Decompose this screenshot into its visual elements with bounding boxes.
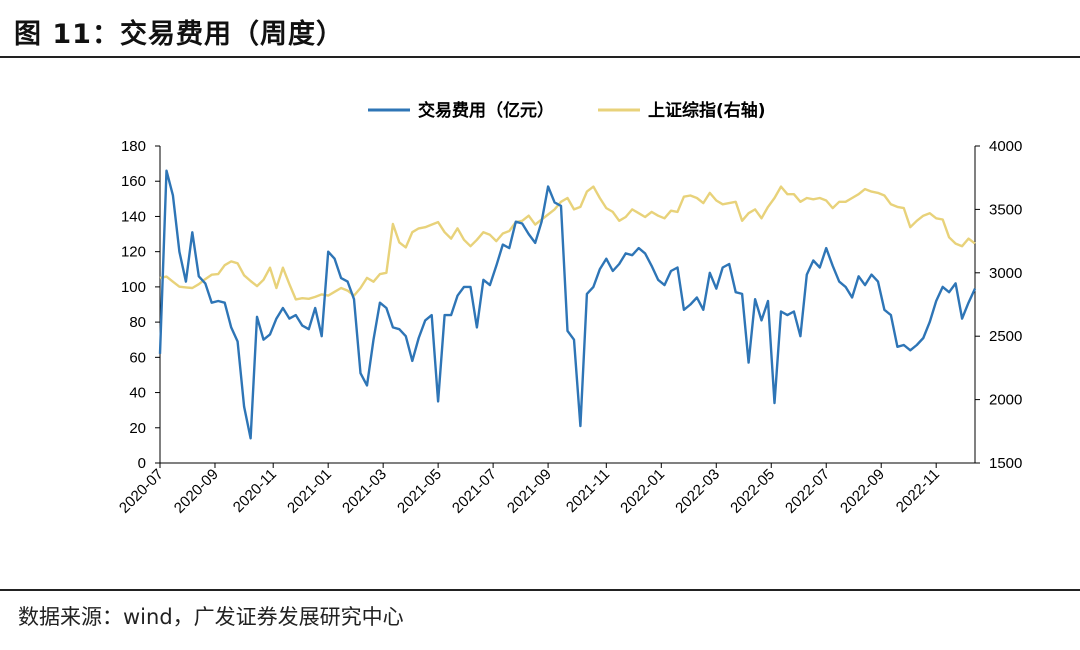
right-tick-label: 2000	[989, 392, 1022, 409]
figure-title: 图 11：交易费用（周度）	[14, 19, 344, 50]
x-tick-label: 2021-09	[504, 466, 555, 517]
right-tick-label: 4000	[989, 138, 1022, 155]
left-tick-label: 120	[121, 244, 146, 261]
x-tick-label: 2021-03	[339, 466, 390, 517]
left-tick-label: 60	[129, 349, 146, 366]
right-tick-label: 3000	[989, 265, 1022, 282]
x-axis-ticks: 2020-07 2020-09 2020-11 2021-01 2021-03 2021-…	[116, 463, 943, 517]
right-tick-label: 1500	[989, 455, 1022, 472]
legend-label-series2: 上证综指(右轴)	[648, 100, 766, 121]
x-tick-label: 2022-09	[837, 466, 888, 517]
source-note: 数据来源：wind，广发证券发展研究中心	[18, 605, 404, 629]
series-trading-fee-line	[158, 169, 977, 440]
left-tick-label: 40	[129, 385, 146, 402]
x-tick-label: 2022-01	[617, 466, 668, 517]
x-tick-label: 2021-11	[563, 466, 613, 516]
x-tick-label: 2022-03	[672, 466, 723, 517]
chart-legend: 交易费用（亿元） 上证综指(右轴)	[368, 100, 766, 121]
series-sse-index-line	[159, 185, 976, 301]
x-tick-label: 2021-07	[449, 466, 500, 517]
x-tick-label: 2020-11	[230, 466, 280, 516]
bottom-rule	[0, 589, 1080, 591]
left-tick-label: 80	[129, 314, 146, 331]
chart-series	[158, 169, 977, 440]
right-tick-label: 2500	[989, 328, 1022, 345]
left-tick-label: 20	[129, 420, 146, 437]
x-tick-label: 2021-01	[284, 466, 335, 517]
left-tick-label: 140	[121, 208, 146, 225]
left-tick-label: 180	[121, 138, 146, 155]
x-tick-label: 2020-09	[171, 466, 222, 517]
x-tick-label: 2022-11	[893, 466, 943, 516]
left-tick-label: 160	[121, 173, 146, 190]
left-tick-label: 100	[121, 279, 146, 296]
line-chart: 交易费用（亿元） 上证综指(右轴) 0 20 40 60 80 100 120 140 160 1…	[116, 100, 1023, 517]
x-tick-label: 2022-05	[727, 466, 778, 517]
x-tick-label: 2021-05	[394, 466, 445, 517]
legend-label-series1: 交易费用（亿元）	[418, 100, 554, 121]
left-tick-label: 0	[138, 455, 146, 472]
x-tick-label: 2020-07	[116, 466, 167, 517]
right-axis-ticks: 1500 2000 2500 3000 3500 4000	[975, 138, 1022, 472]
left-axis-ticks: 0 20 40 60 80 100 120 140 160 180	[121, 138, 160, 472]
x-tick-label: 2022-07	[782, 466, 833, 517]
right-tick-label: 3500	[989, 201, 1022, 218]
chart-axes	[159, 146, 976, 464]
top-rule	[0, 56, 1080, 58]
